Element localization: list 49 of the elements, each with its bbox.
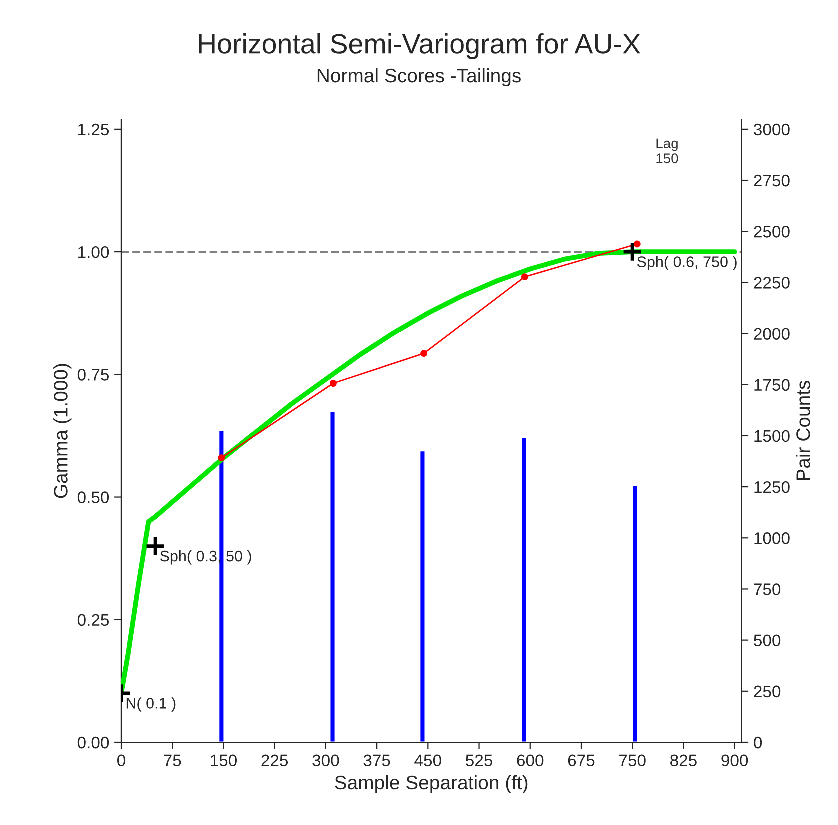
x-tick-label: 600 <box>517 754 544 767</box>
x-tick-label: 825 <box>670 754 697 767</box>
y2-tick-label: 1750 <box>754 379 790 392</box>
x-tick-label: 525 <box>466 754 492 767</box>
x-tick-label: 450 <box>414 754 442 767</box>
bar <box>329 410 336 742</box>
y2-tick-label: 3000 <box>754 124 790 136</box>
chart-title: Horizontal Semi-Variogram for AU-X <box>199 33 640 60</box>
y2-tick-label: 500 <box>754 634 781 647</box>
y-tick-label: 1.00 <box>78 246 110 258</box>
bar <box>419 450 426 742</box>
y2-tick-label: 2750 <box>754 174 790 187</box>
x-tick-label: 225 <box>262 754 288 767</box>
x-axis-title: Sample Separation (ft) <box>335 775 528 794</box>
point <box>330 380 337 387</box>
y-tick-label: 0.50 <box>78 492 110 504</box>
y2-tick-label: 750 <box>754 584 781 596</box>
y2-tick-label: 1250 <box>754 481 790 494</box>
bar <box>632 485 639 742</box>
y2-tick-label: 1500 <box>754 430 790 442</box>
x-tick-label: 375 <box>364 754 390 767</box>
y2-tick-label: 250 <box>754 686 781 698</box>
y2-tick-label: 1000 <box>754 532 790 544</box>
x-tick-label: 675 <box>568 754 595 767</box>
point <box>218 454 226 462</box>
x-tick-label: 150 <box>211 754 237 767</box>
annotation: Sph( 0.6, 750 ) <box>637 256 737 270</box>
y-axis-title: Gamma (1.000) <box>54 364 72 498</box>
annotation: Lag 150 <box>656 138 678 164</box>
point <box>420 350 428 358</box>
y-tick-label: 0.25 <box>78 614 110 626</box>
x-tick-label: 300 <box>312 754 340 767</box>
y-tick-label: 0.75 <box>78 369 110 381</box>
x-tick-label: 750 <box>620 754 646 767</box>
x-tick-label: 75 <box>164 754 182 767</box>
point <box>634 240 641 248</box>
y2-axis-title: Pair Counts <box>796 380 810 480</box>
point <box>521 274 528 281</box>
x-tick-label: 900 <box>722 754 748 767</box>
y-tick-label: 0.00 <box>78 736 110 749</box>
y2-tick-label: 2000 <box>754 328 790 340</box>
y-tick-label: 1.25 <box>78 124 110 136</box>
x-tick-label: 0 <box>118 754 126 767</box>
chart-subtitle: Normal Scores -Tailings <box>318 68 521 87</box>
annotation: N( 0.1 ) <box>126 698 176 712</box>
bar <box>520 436 528 742</box>
y2-tick-label: 0 <box>754 736 762 749</box>
y2-tick-label: 2500 <box>754 226 790 238</box>
y2-tick-label: 2250 <box>754 277 790 289</box>
